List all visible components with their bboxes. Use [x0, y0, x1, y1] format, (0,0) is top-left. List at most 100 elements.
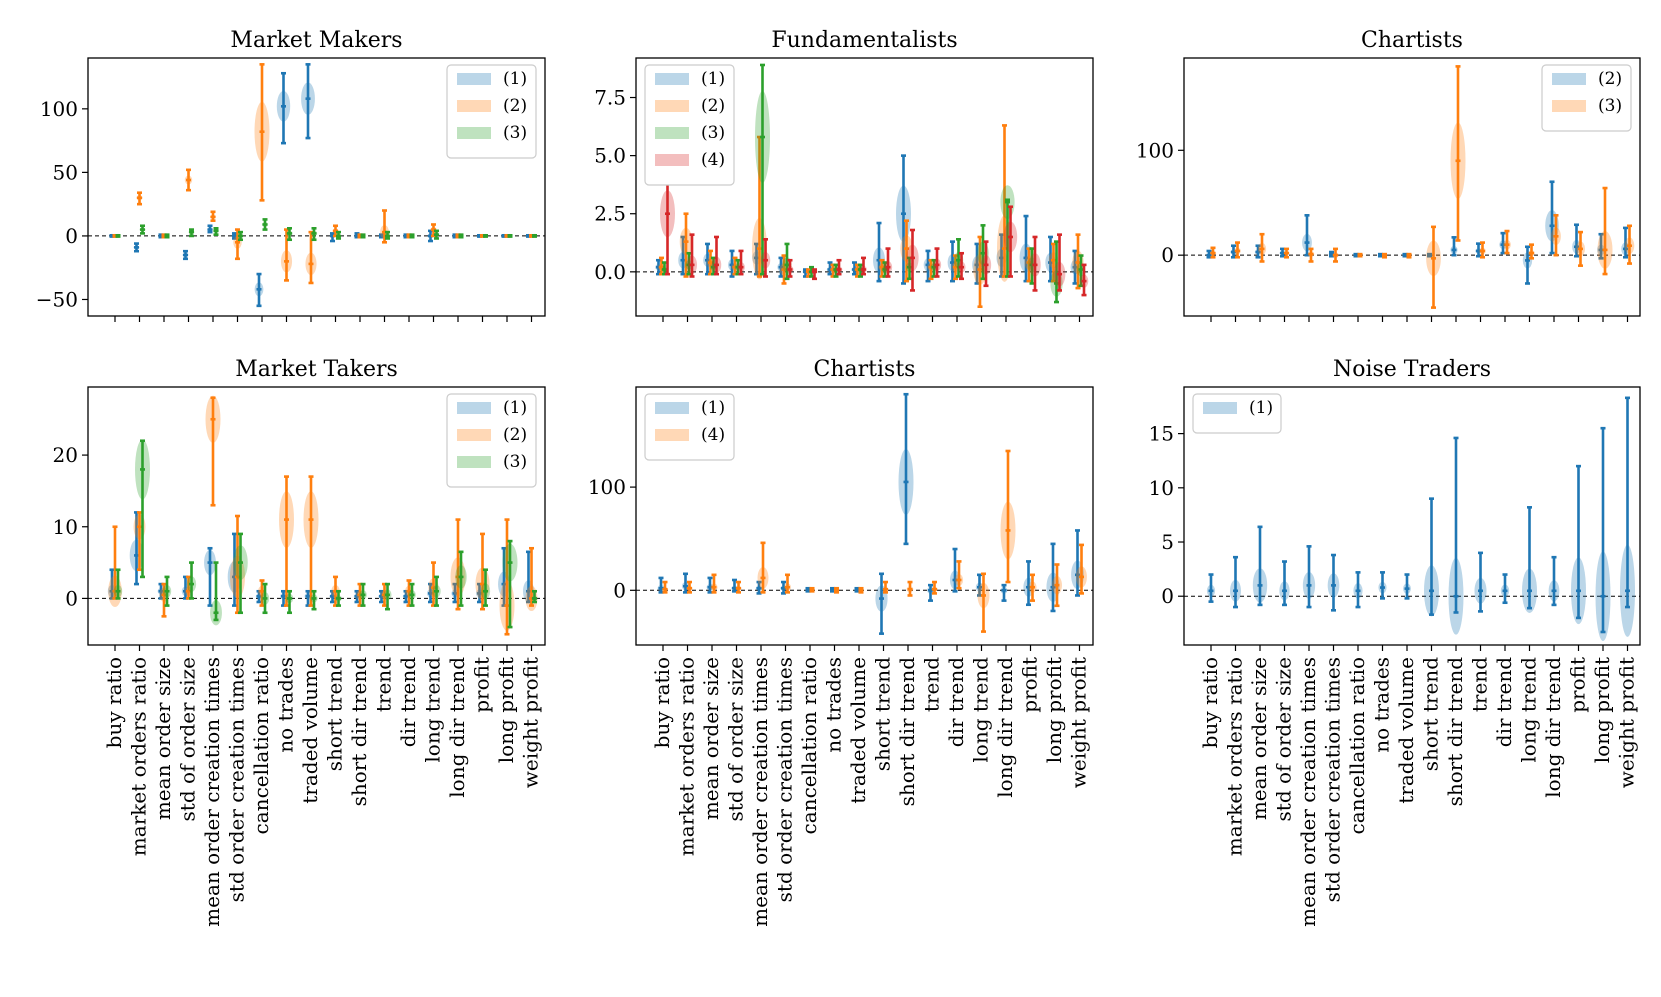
x-tick-label: weight profit [1067, 657, 1091, 788]
x-tick-label: no trades [274, 657, 298, 753]
subplot-2: Fundamentalists 0.0 2.5 5.0 7.5 (1) (2) (3) (4) [594, 28, 1094, 322]
y-tick-label: 0 [65, 224, 78, 248]
x-tick-label: std order creation times [1321, 657, 1345, 902]
legend: (1) (2) (3) (4) [644, 64, 735, 186]
subplot-title: Noise Traders [1333, 357, 1491, 382]
legend-box [446, 393, 537, 488]
x-tick-label: short trend [871, 657, 895, 771]
x-tick-label: no trades [822, 657, 846, 753]
y-tick-label: 0 [1161, 243, 1174, 267]
legend-label: (4) [701, 150, 725, 170]
subplot-title: Market Takers [235, 357, 398, 382]
y-tick-label: 20 [53, 443, 78, 467]
x-tick-label: mean order size [1247, 657, 1271, 820]
subplot-5: Chartists 0 100 buy ratio market orders rati… [588, 357, 1094, 927]
x-tick-label: trend [920, 657, 944, 712]
x-tick-label: short dir trend [347, 657, 371, 807]
x-tick-label: dir trend [396, 657, 420, 747]
legend-swatch [457, 429, 491, 441]
x-tick-label: long dir trend [993, 657, 1017, 798]
x-tick-label: std order creation times [773, 657, 797, 902]
y-tick-label: 5 [1161, 530, 1174, 554]
series-3 [113, 439, 538, 629]
x-tick-label: weight profit [519, 657, 543, 788]
y-tick-label: 0 [1161, 584, 1174, 608]
x-tick-label: long trend [421, 657, 445, 763]
legend: (2)(3) [1541, 64, 1632, 132]
legend-label: (1) [503, 69, 527, 89]
subplot-title: Chartists [814, 357, 916, 382]
axes-frame [1183, 57, 1641, 317]
axes-frame [1183, 386, 1641, 646]
y-tick-label: 2.5 [594, 202, 626, 226]
series-3 [1209, 65, 1635, 309]
x-tick-label: long profit [1042, 657, 1066, 763]
y-tick-label: 10 [53, 515, 78, 539]
x-tick-label: traded volume [298, 657, 322, 804]
legend: (1)(4) [644, 393, 735, 461]
x-tick-label: std of order size [724, 657, 748, 821]
series-1 [107, 511, 535, 607]
legend-swatch [655, 429, 689, 441]
x-tick-label: short dir trend [1443, 657, 1467, 807]
x-tick-label: long dir trend [1541, 657, 1565, 798]
legend-label: (2) [503, 96, 527, 116]
axes-frame [635, 57, 1094, 317]
legend-swatch [1552, 73, 1586, 85]
subplot-title: Chartists [1361, 28, 1463, 53]
subplot-4: Market Takers 0 10 20 buy ratio market orders… [53, 357, 546, 927]
y-tick-label: 10 [1149, 476, 1174, 500]
legend-label: (3) [503, 123, 527, 143]
subplot-title: Market Makers [230, 28, 402, 53]
legend-swatch [457, 100, 491, 112]
x-tick-label: buy ratio [650, 657, 674, 748]
y-tick-label: −50 [36, 287, 78, 311]
x-tick-label: cancellation ratio [1345, 657, 1369, 834]
legend-label: (1) [701, 69, 725, 89]
x-tick-label: std of order size [176, 657, 200, 821]
legend-box [1541, 64, 1632, 132]
legend-box [446, 64, 537, 159]
x-tick-label: market orders ratio [1223, 657, 1247, 856]
x-tick-label: weight profit [1615, 657, 1639, 788]
legend-label: (4) [701, 425, 725, 445]
legend-swatch [655, 154, 689, 166]
x-tick-label: mean order creation times [1296, 657, 1320, 927]
x-tick-label: no trades [1370, 657, 1394, 753]
x-tick-label: long dir trend [445, 657, 469, 798]
legend-box [644, 393, 735, 461]
x-tick-label: profit [1018, 657, 1042, 713]
y-tick-label: 0.0 [594, 260, 626, 284]
x-tick-label: mean order creation times [200, 657, 224, 927]
x-tick-label: dir trend [944, 657, 968, 747]
legend-label: (3) [701, 123, 725, 143]
y-tick-label: 5.0 [594, 144, 626, 168]
legend-label: (2) [503, 425, 527, 445]
x-tick-label: long profit [1590, 657, 1614, 763]
series-3 [115, 218, 538, 242]
x-tick-label: cancellation ratio [249, 657, 273, 834]
legend-box [644, 64, 735, 186]
legend-swatch [457, 73, 491, 85]
x-tick-label: cancellation ratio [797, 657, 821, 834]
x-tick-label: std of order size [1272, 657, 1296, 821]
legend-label: (2) [701, 96, 725, 116]
subplot-1: Market Makers −50 0 50 100 (1) (2) (3) [36, 28, 546, 322]
legend-swatch [457, 456, 491, 468]
subplot-6: Noise Traders 0 5 10 15 buy ratio market order… [1149, 357, 1641, 927]
x-tick-label: long trend [1517, 657, 1541, 763]
x-tick-label: mean order size [151, 657, 175, 820]
x-tick-label: trend [372, 657, 396, 712]
series-4 [661, 449, 1087, 633]
axes-frame [635, 386, 1094, 646]
y-tick-label: 50 [53, 160, 78, 184]
y-tick-label: 100 [40, 97, 78, 121]
axes-frame [87, 57, 546, 317]
legend-swatch [655, 402, 689, 414]
legend-label: (1) [1249, 398, 1273, 418]
y-tick-label: 7.5 [594, 86, 626, 110]
x-tick-label: mean order creation times [748, 657, 772, 927]
x-tick-label: trend [1468, 657, 1492, 712]
